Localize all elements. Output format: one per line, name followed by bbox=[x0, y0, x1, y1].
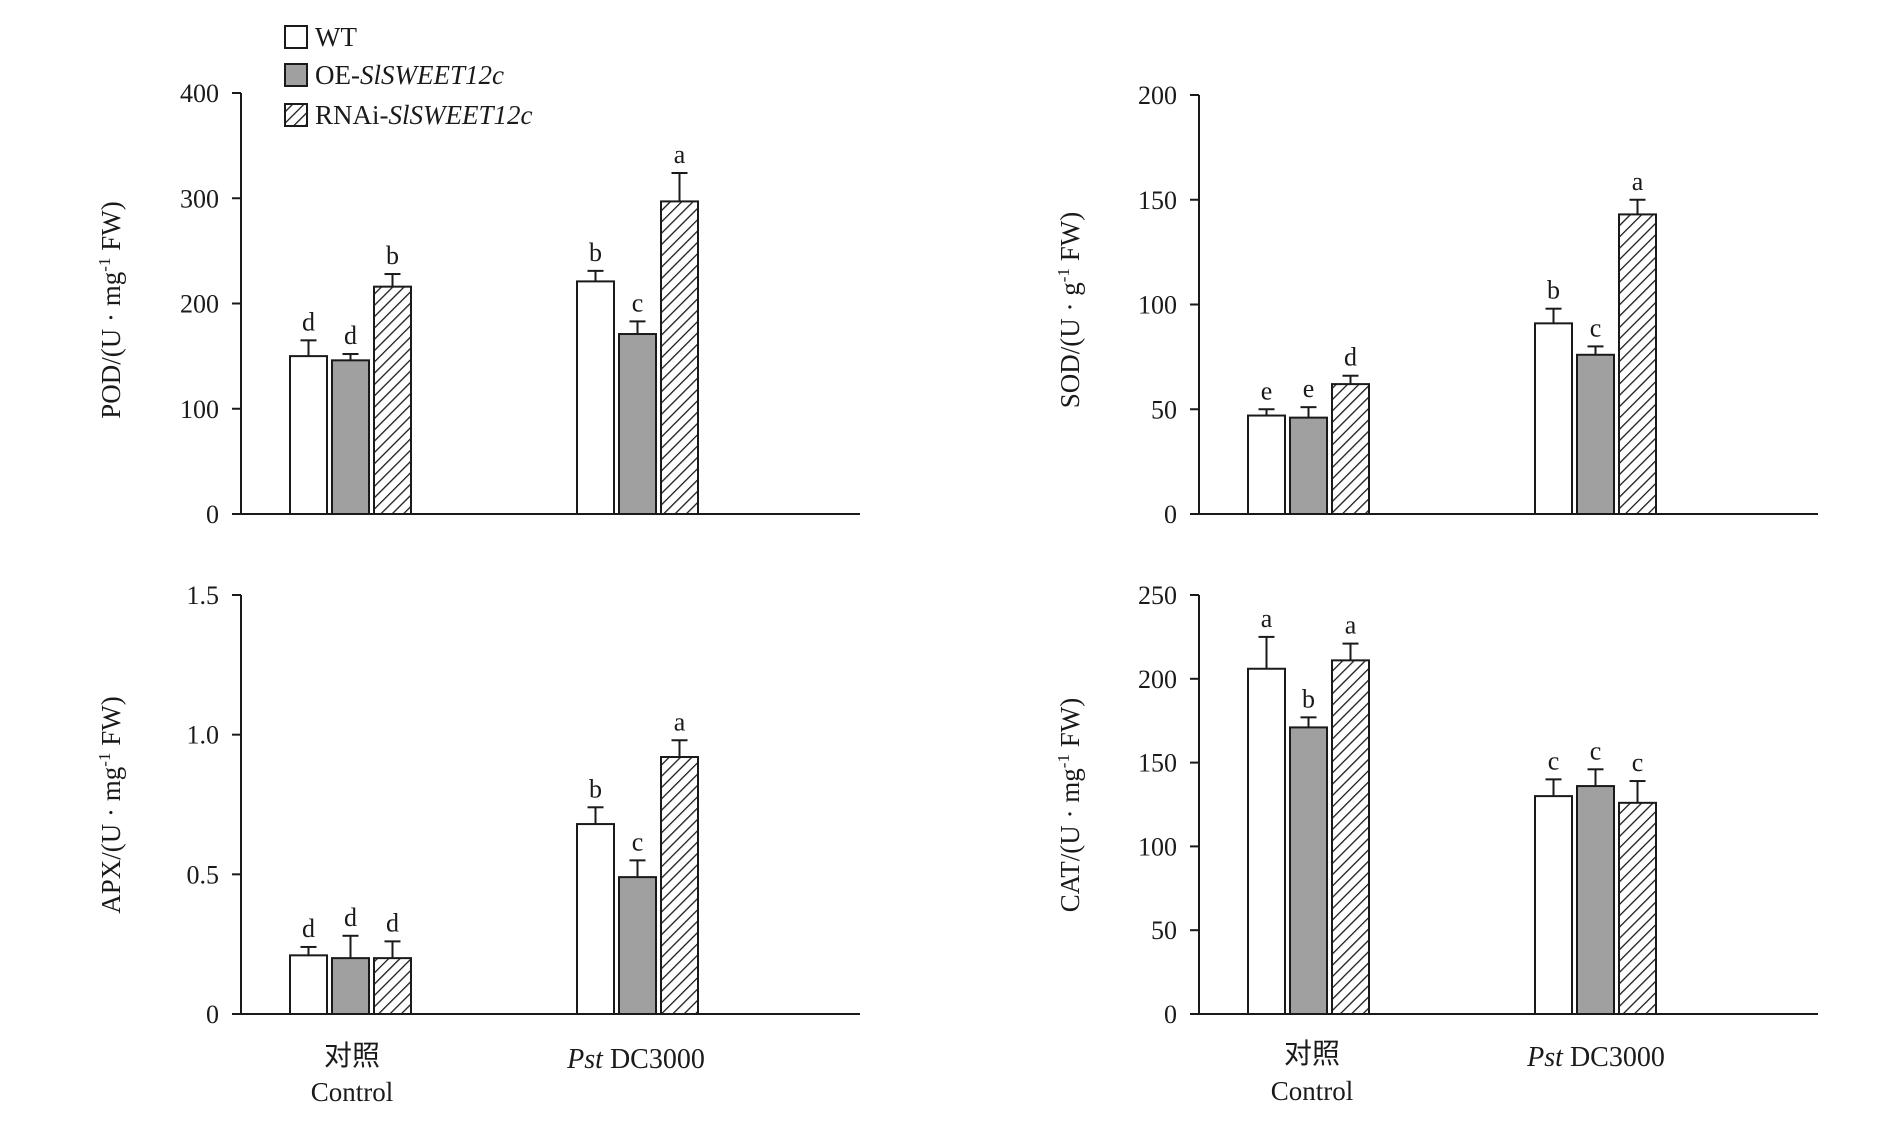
bar-wt-pst bbox=[1534, 322, 1573, 516]
cat-chart: 0 50 100 150 200 250 CAT/(U · mg-1 FW) a c b c a c bbox=[1054, 581, 1818, 1029]
significance-label: e bbox=[1303, 374, 1315, 403]
x-category-control-en-right: Control bbox=[1271, 1076, 1354, 1106]
bar-rnai-control bbox=[1331, 383, 1370, 515]
bar-oe-pst bbox=[618, 333, 657, 515]
significance-label: e bbox=[1261, 376, 1273, 405]
y-axis-label: POD/(U · mg-1 FW) bbox=[95, 201, 126, 418]
bar-rnai-control bbox=[1331, 659, 1370, 1015]
significance-label: b bbox=[1302, 684, 1315, 713]
significance-label: a bbox=[1632, 167, 1644, 196]
y-tick-label: 200 bbox=[180, 290, 219, 319]
pod-chart: 0 100 200 300 400 POD/(U · mg-1 FW) d b d c b a bbox=[95, 79, 860, 529]
bar-oe-control bbox=[1289, 416, 1328, 516]
significance-label: d bbox=[344, 321, 357, 350]
significance-label: a bbox=[1261, 604, 1273, 633]
bar-wt-control bbox=[1247, 414, 1286, 515]
y-tick-label: 150 bbox=[1138, 186, 1177, 215]
x-category-control-cn-right: 对照 bbox=[1284, 1038, 1340, 1070]
y-tick-label: 0 bbox=[206, 500, 219, 529]
y-tick-label: 200 bbox=[1138, 81, 1177, 110]
bar-oe-control bbox=[331, 359, 370, 515]
significance-label: a bbox=[1345, 611, 1357, 640]
legend-label-oe: OE-SlSWEET12c bbox=[315, 60, 504, 90]
significance-label: c bbox=[1590, 313, 1602, 342]
y-axis-label: SOD/(U · g-1 FW) bbox=[1054, 212, 1085, 408]
y-tick-label: 250 bbox=[1138, 581, 1177, 610]
legend-label-rnai: RNAi-SlSWEET12c bbox=[315, 100, 532, 130]
y-tick-label: 1.5 bbox=[187, 581, 220, 610]
y-tick-label: 50 bbox=[1151, 916, 1177, 945]
y-tick-label: 100 bbox=[180, 395, 219, 424]
x-category-control-cn-left: 对照 bbox=[324, 1040, 380, 1072]
y-axis-label: APX/(U · mg-1 FW) bbox=[95, 696, 126, 913]
y-tick-label: 50 bbox=[1151, 395, 1177, 424]
bar-rnai-pst bbox=[1618, 213, 1657, 515]
bar-oe-control bbox=[331, 957, 370, 1016]
significance-label: b bbox=[386, 241, 399, 270]
significance-label: b bbox=[1547, 276, 1560, 305]
significance-label: c bbox=[1548, 746, 1560, 775]
significance-label: d bbox=[302, 914, 315, 943]
legend-swatch-oe bbox=[284, 63, 308, 87]
bar-wt-pst bbox=[576, 823, 615, 1016]
bar-rnai-control bbox=[373, 285, 412, 515]
legend: WT OE-SlSWEET12c RNAi-SlSWEET12c bbox=[284, 22, 532, 130]
significance-label: d bbox=[386, 908, 399, 937]
sod-chart: 0 50 100 150 200 SOD/(U · g-1 FW) e b e c d a bbox=[1054, 81, 1818, 529]
y-tick-label: 100 bbox=[1138, 291, 1177, 320]
legend-swatch-rnai bbox=[284, 103, 308, 127]
apx-chart: 0 0.5 1.0 1.5 APX/(U · mg-1 FW) d b d c d a bbox=[95, 581, 860, 1029]
bar-oe-pst bbox=[618, 876, 657, 1015]
y-tick-label: 200 bbox=[1138, 665, 1177, 694]
legend-label-wt: WT bbox=[315, 22, 357, 52]
significance-label: b bbox=[589, 774, 602, 803]
bar-rnai-pst bbox=[660, 756, 699, 1015]
significance-label: d bbox=[344, 903, 357, 932]
bar-oe-pst bbox=[1576, 785, 1615, 1016]
y-tick-label: 400 bbox=[180, 79, 219, 108]
y-tick-label: 100 bbox=[1138, 832, 1177, 861]
y-tick-label: 0 bbox=[1164, 500, 1177, 529]
significance-label: c bbox=[632, 288, 644, 317]
bar-wt-control bbox=[289, 355, 328, 515]
y-tick-label: 0 bbox=[1164, 1000, 1177, 1029]
bar-oe-pst bbox=[1576, 353, 1615, 515]
bar-wt-pst bbox=[1534, 795, 1573, 1015]
y-tick-label: 1.0 bbox=[187, 721, 220, 750]
significance-label: d bbox=[302, 307, 315, 336]
significance-label: a bbox=[674, 707, 686, 736]
significance-label: c bbox=[632, 827, 644, 856]
x-category-control-en-left: Control bbox=[311, 1077, 394, 1107]
y-tick-label: 0.5 bbox=[187, 860, 220, 889]
y-tick-label: 150 bbox=[1138, 749, 1177, 778]
y-axis-label: CAT/(U · mg-1 FW) bbox=[1054, 698, 1085, 912]
bar-wt-control bbox=[1247, 667, 1286, 1016]
bar-oe-control bbox=[1289, 726, 1328, 1015]
legend-swatch-wt bbox=[284, 25, 308, 49]
x-category-treatment-left: Pst DC3000 bbox=[566, 1044, 705, 1075]
bar-rnai-pst bbox=[1618, 801, 1657, 1015]
x-category-treatment-right: Pst DC3000 bbox=[1526, 1042, 1665, 1073]
y-tick-label: 0 bbox=[206, 1000, 219, 1029]
bar-wt-pst bbox=[576, 280, 615, 515]
significance-label: c bbox=[1632, 748, 1644, 777]
significance-label: d bbox=[1344, 343, 1357, 372]
significance-label: a bbox=[674, 140, 686, 169]
bar-rnai-pst bbox=[660, 200, 699, 515]
y-tick-label: 300 bbox=[180, 184, 219, 213]
bar-wt-control bbox=[289, 954, 328, 1016]
significance-label: b bbox=[589, 238, 602, 267]
significance-label: c bbox=[1590, 736, 1602, 765]
bar-rnai-control bbox=[373, 957, 412, 1016]
